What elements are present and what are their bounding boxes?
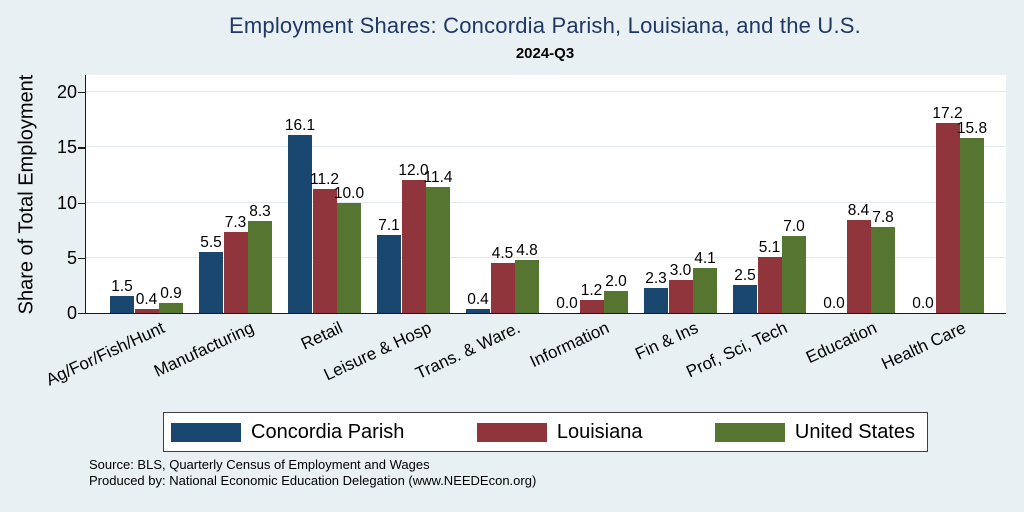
bar-louisiana [935, 122, 960, 313]
bar-value-label: 0.0 [556, 295, 578, 312]
x-axis-label: Fin & Ins [632, 318, 702, 364]
bar-united-states [337, 202, 361, 313]
bar-louisiana [757, 256, 782, 313]
x-axis-label: Health Care [878, 318, 969, 374]
bar-louisiana [579, 299, 604, 313]
bar-value-label: 0.0 [912, 295, 934, 312]
legend-label: United States [794, 420, 915, 443]
y-tick-mark [78, 257, 85, 260]
bar-value-label: 2.5 [734, 267, 756, 285]
bar-concordia-parish [377, 234, 401, 313]
gridline [86, 91, 1006, 93]
x-axis-labels: Ag/For/Fish/Hunt Manufacturing Retail Leisu… [43, 318, 1005, 398]
bar-united-states [693, 267, 717, 313]
bar-value-label: 5.5 [200, 234, 222, 252]
bar-concordia-parish [733, 285, 757, 313]
bar-value-label: 2.3 [645, 269, 667, 287]
source-line: Source: BLS, Quarterly Census of Employm… [89, 457, 430, 472]
bar-united-states [960, 138, 984, 313]
bar-louisiana [668, 279, 693, 313]
legend-item: Louisiana [476, 420, 643, 444]
bar-united-states [159, 303, 183, 313]
bar-louisiana [312, 189, 337, 313]
bar-value-label: 7.3 [224, 214, 247, 232]
bar-value-label: 16.1 [284, 117, 316, 135]
gridline [86, 256, 1006, 258]
y-tick-label: 10 [56, 192, 77, 213]
bar-concordia-parish [199, 252, 223, 313]
bar-value-label: 0.9 [160, 285, 182, 303]
bar-louisiana [490, 263, 515, 313]
y-tick-mark [78, 147, 85, 149]
bar-value-label: 7.0 [783, 217, 805, 235]
legend-swatch-icon [476, 422, 547, 442]
bar-value-label: 2.0 [605, 272, 627, 290]
bar-concordia-parish [110, 296, 134, 313]
bar-value-label: 15.8 [956, 120, 988, 138]
y-tick-mark [78, 202, 85, 204]
legend-label: Concordia Parish [251, 420, 405, 443]
chart-subtitle: 2024-Q3 [515, 45, 575, 62]
bar-value-label: 11.2 [309, 171, 340, 189]
source-note: Source: BLS, Quarterly Census of Employm… [89, 457, 536, 488]
bar-value-label: 4.1 [694, 249, 716, 267]
y-tick-label: 15 [56, 137, 77, 158]
bar-louisiana [223, 232, 248, 313]
x-axis-label: Information [527, 318, 613, 372]
legend-swatch-icon [714, 422, 785, 442]
legend-item: Concordia Parish [171, 421, 404, 444]
gridline [86, 146, 1006, 148]
legend: Concordia Parish Louisiana United States [163, 412, 928, 452]
bar-louisiana [401, 180, 426, 313]
x-axis-label: Education [802, 318, 880, 368]
y-tick-label: 20 [56, 82, 77, 103]
x-axis-label: Ag/For/Fish/Hunt [43, 318, 168, 390]
bar-united-states [604, 290, 628, 313]
x-axis-label: Manufacturing [150, 318, 257, 381]
bar-value-label: 0.4 [135, 290, 158, 308]
bar-louisiana [846, 220, 871, 313]
bar-united-states [426, 187, 450, 313]
bar-value-label: 8.4 [847, 202, 870, 220]
produced-by-line: Produced by: National Economic Education… [89, 472, 537, 488]
y-tick-label: 0 [66, 303, 77, 323]
bar-value-label: 1.2 [580, 281, 603, 299]
bar-value-label: 0.0 [823, 295, 845, 312]
bar-value-label: 0.4 [467, 290, 489, 308]
legend-swatch-icon [171, 422, 241, 442]
bar-concordia-parish [288, 135, 312, 313]
bar-louisiana [134, 308, 159, 313]
plot-area: 1.5 0.4 0.9 5.5 7.3 8.3 16.1 11.2 10.0 7.1 12.0 11.… [85, 75, 1006, 314]
legend-item: United States [714, 420, 915, 444]
bar-concordia-parish [644, 287, 668, 313]
chart-title: Employment Shares: Concordia Parish, Lou… [229, 13, 861, 38]
y-tick-label: 5 [66, 247, 77, 268]
bar-value-label: 4.5 [491, 245, 514, 263]
bar-value-label: 3.0 [669, 261, 692, 279]
bar-united-states [248, 221, 272, 313]
bar-value-label: 17.2 [932, 104, 963, 122]
gridline [86, 201, 1006, 203]
x-axis-label: Retail [298, 318, 346, 354]
bar-concordia-parish [466, 308, 490, 313]
bar-value-label: 8.3 [249, 203, 271, 221]
bar-value-label: 10.0 [333, 184, 365, 202]
bar-value-label: 12.0 [398, 162, 429, 180]
bar-united-states [515, 259, 539, 313]
y-tick-mark [78, 92, 85, 94]
bar-value-label: 5.1 [758, 238, 781, 256]
bar-value-label: 4.8 [516, 241, 538, 259]
y-tick-mark [78, 313, 85, 315]
bar-value-label: 7.8 [872, 208, 894, 226]
bar-value-label: 7.1 [378, 216, 400, 234]
bar-united-states [782, 235, 806, 313]
bar-value-label: 1.5 [111, 278, 133, 296]
legend-label: Louisiana [556, 420, 643, 443]
bar-united-states [871, 226, 895, 313]
bar-value-label: 11.4 [423, 169, 453, 187]
x-axis-label: Prof, Sci, Tech [683, 318, 791, 382]
